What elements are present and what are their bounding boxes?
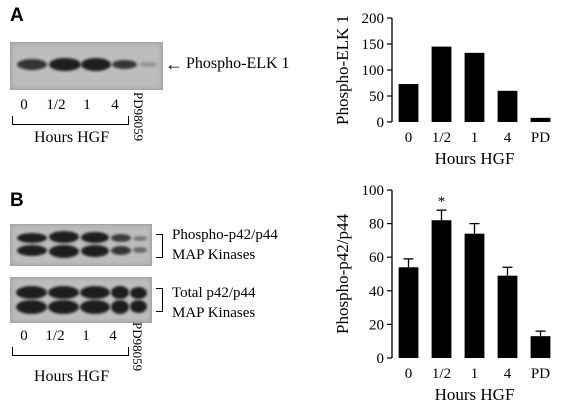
x-tick-label: 4 [504, 130, 512, 146]
blot-band [139, 62, 157, 67]
blot-band [130, 300, 147, 313]
bar [464, 52, 485, 123]
total-blot-label: Total p42/p44 MAP Kinases [172, 283, 256, 323]
total-blot-label-line2: MAP Kinases [172, 305, 256, 321]
hours-bracket [12, 116, 129, 125]
phospho-blot-label: Phospho-p42/p44 MAP Kinases [172, 225, 278, 265]
lane-label: 1/2 [45, 328, 65, 344]
x-tick-label: 0 [405, 366, 413, 382]
blot-band [16, 300, 47, 314]
inhibitor-lane-label: PD98059 [131, 92, 146, 142]
significance-marker: * [438, 194, 446, 210]
blot-band [130, 287, 147, 299]
blot-band [17, 245, 47, 256]
blot-band [111, 246, 131, 255]
blot-band [49, 58, 81, 71]
arrow-icon: ← [165, 54, 183, 74]
blot-band [49, 231, 79, 243]
lane-label: 0 [20, 328, 28, 344]
y-tick-label: 150 [362, 37, 385, 53]
hours-bracket [12, 347, 129, 356]
blot-band [133, 236, 147, 241]
bar [431, 46, 452, 122]
y-tick-label: 200 [362, 11, 385, 27]
y-axis-title: Phospho-p42/p44 [333, 214, 352, 334]
blot-band [17, 233, 47, 243]
y-tick-label: 80 [369, 217, 384, 233]
y-tick-label: 0 [377, 115, 385, 131]
blot-band [80, 286, 110, 299]
phospho-blot-label-line1: Phospho-p42/p44 [172, 227, 278, 243]
elk1-western-blot [10, 42, 163, 90]
bar [398, 267, 419, 358]
blot-band [17, 59, 47, 70]
blot-band [49, 245, 79, 258]
phospho-blot-label-line2: MAP Kinases [172, 247, 256, 263]
chart-phospho-p42-p44: 0 20 40 60 80 100 0 1/2 * 1 4 PD Hours HGF Phospho-p4… [333, 183, 551, 404]
blot-band [81, 232, 109, 243]
blot-band [111, 300, 129, 314]
hours-hgf-caption: Hours HGF [34, 368, 110, 385]
blot-band [16, 286, 47, 299]
bar [497, 275, 518, 358]
x-tick-label: 1/2 [432, 130, 451, 146]
bar [398, 84, 419, 122]
x-tick-label: PD [531, 366, 550, 382]
total-blot-label-line1: Total p42/p44 [172, 285, 256, 301]
y-tick-label: 50 [369, 89, 384, 105]
panel-b-letter: B [10, 190, 24, 211]
lane-label: 4 [111, 97, 119, 113]
y-tick-label: 100 [362, 63, 385, 79]
y-axis-title: Phospho-ELK 1 [333, 15, 352, 125]
x-tick-label: 4 [504, 366, 512, 382]
blot-band [111, 234, 131, 242]
y-tick-label: 40 [369, 284, 384, 300]
inhibitor-lane-label: PD98059 [130, 322, 145, 372]
x-tick-label: 1 [471, 130, 479, 146]
blot-band [81, 245, 109, 257]
blot-band [133, 247, 147, 253]
phospho-p42-p44-blot [10, 224, 152, 266]
lane-label: 1 [82, 328, 90, 344]
blot-band [48, 286, 79, 299]
blot-band [80, 300, 110, 314]
blot-bracket [156, 288, 163, 312]
total-p42-p44-blot [10, 277, 152, 323]
bar [530, 336, 551, 358]
y-tick-label: 20 [369, 317, 384, 333]
elk1-band-label: Phospho-ELK 1 [186, 55, 290, 72]
y-tick-label: 100 [362, 183, 385, 199]
x-axis-title: Hours HGF [435, 385, 515, 404]
x-tick-label: 0 [405, 130, 413, 146]
x-tick-label: PD [531, 130, 550, 146]
panel-a-letter: A [10, 5, 24, 26]
chart-phospho-elk1: 0 50 100 150 200 0 1/2 1 4 PD Hours HGF Phospho-ELK… [333, 11, 551, 168]
y-tick-label: 0 [377, 351, 385, 367]
blot-bracket [156, 234, 163, 258]
lane-label: 0 [20, 97, 28, 113]
x-tick-label: 1/2 [432, 366, 451, 382]
hours-hgf-caption: Hours HGF [34, 129, 110, 146]
blot-band [48, 300, 79, 314]
lane-label: 4 [109, 328, 117, 344]
blot-band [81, 58, 111, 71]
bar [530, 117, 551, 122]
bar [497, 90, 518, 122]
bar [431, 220, 452, 358]
y-tick-label: 60 [369, 250, 384, 266]
bar [464, 233, 485, 358]
blot-band [111, 286, 129, 299]
x-axis-title: Hours HGF [435, 149, 515, 168]
x-tick-label: 1 [471, 366, 479, 382]
lane-label: 1 [83, 97, 91, 113]
blot-band [112, 60, 137, 69]
lane-label: 1/2 [46, 97, 66, 113]
